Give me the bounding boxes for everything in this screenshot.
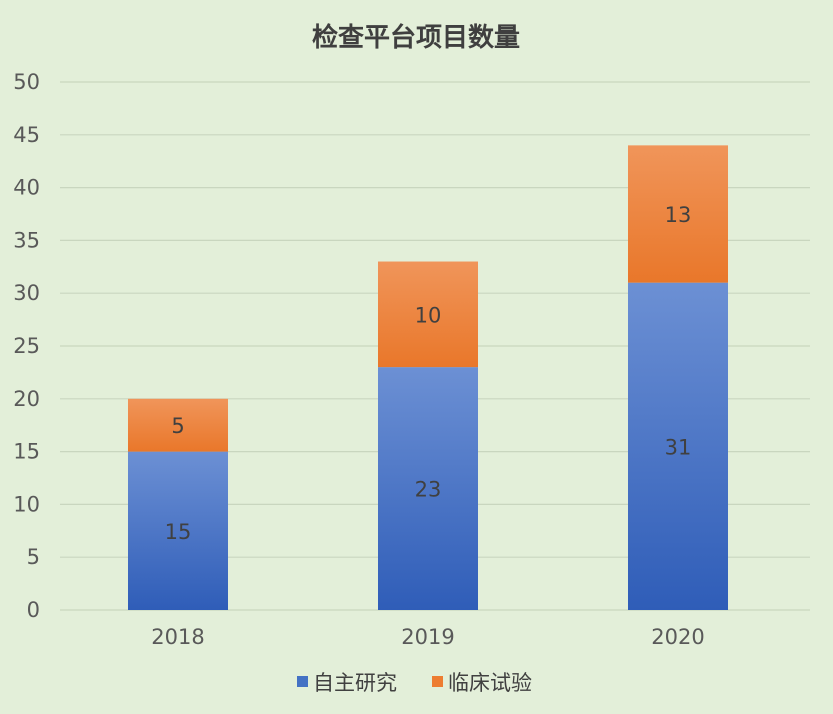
- y-tick-label: 15: [13, 440, 40, 464]
- chart-title: 检查平台项目数量: [312, 22, 520, 53]
- legend: 自主研究 临床试验: [297, 671, 532, 695]
- x-tick-label: 2019: [401, 625, 454, 649]
- x-axis-ticks: 2018 2019 2020: [151, 625, 704, 649]
- data-label: 31: [665, 435, 692, 459]
- bar-临床试验-2018: [128, 398, 228, 452]
- bar-自主研究-2018: [128, 451, 228, 610]
- data-label: 15: [165, 520, 192, 544]
- legend-label: 临床试验: [448, 671, 532, 695]
- data-label: 23: [415, 478, 442, 502]
- x-tick-label: 2018: [151, 625, 204, 649]
- legend-label: 自主研究: [313, 671, 397, 695]
- bar-自主研究-2019: [378, 367, 478, 610]
- legend-swatch: [432, 676, 443, 687]
- bars: [128, 145, 728, 610]
- y-tick-label: 40: [13, 176, 40, 200]
- bar-临床试验-2020: [628, 145, 728, 283]
- y-axis-ticks: 0 5 10 15 20 25 30 35 40 45 50: [13, 70, 40, 622]
- y-tick-label: 10: [13, 492, 40, 516]
- legend-swatch: [297, 676, 308, 687]
- y-tick-label: 45: [13, 123, 40, 147]
- y-tick-label: 0: [27, 598, 40, 622]
- data-label: 5: [171, 414, 184, 438]
- data-labels: 15 5 23 10 31 13: [165, 203, 692, 544]
- x-tick-label: 2020: [651, 625, 704, 649]
- y-tick-label: 35: [13, 228, 40, 252]
- y-tick-label: 5: [27, 545, 40, 569]
- bar-临床试验-2019: [378, 261, 478, 368]
- y-tick-label: 20: [13, 387, 40, 411]
- data-label: 10: [415, 303, 442, 327]
- y-tick-label: 50: [13, 70, 40, 94]
- bar-自主研究-2020: [628, 282, 728, 610]
- data-label: 13: [665, 203, 692, 227]
- y-tick-label: 30: [13, 281, 40, 305]
- y-tick-label: 25: [13, 334, 40, 358]
